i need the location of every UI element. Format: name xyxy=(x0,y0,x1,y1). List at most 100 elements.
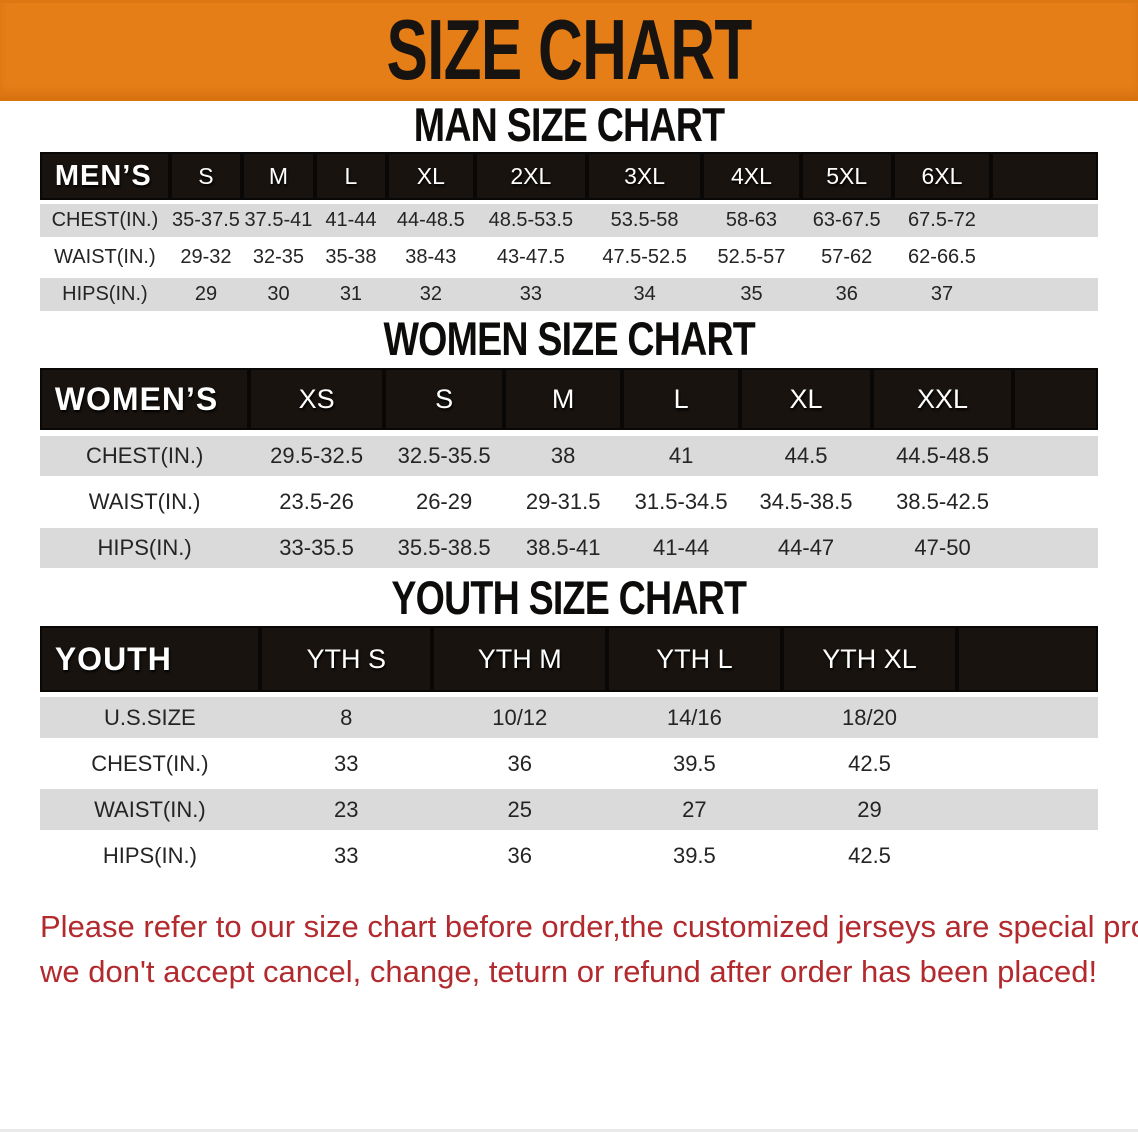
youth-header-row: YOUTH YTH S YTH M YTH L YTH XL xyxy=(39,626,1099,692)
table-row: WAIST(IN.) 23 25 27 29 xyxy=(39,789,1099,830)
size-column-header: YTH L xyxy=(607,626,782,692)
table-row: WAIST(IN.) 23.5-26 26-29 29-31.5 31.5-34… xyxy=(39,482,1099,522)
size-value-cell: 48.5-53.5 xyxy=(488,209,574,231)
size-value-cell: 42.5 xyxy=(848,750,891,776)
size-value-cell: 33-35.5 xyxy=(279,535,354,560)
row-spacer xyxy=(957,835,1098,876)
size-value-cell: 23 xyxy=(333,796,359,822)
size-column-header: 6XL xyxy=(893,152,991,200)
size-value-cell: 32-35 xyxy=(252,246,305,268)
size-value-cell: 27 xyxy=(682,796,707,822)
row-label: CHEST(IN.) xyxy=(91,750,209,776)
size-column-header: XL xyxy=(387,152,475,200)
size-value-cell: 36 xyxy=(835,283,858,305)
banner-title-text: SIZE CHART xyxy=(386,2,753,98)
row-label: CHEST(IN.) xyxy=(85,443,204,468)
size-value-cell: 29 xyxy=(857,796,882,822)
table-row: CHEST(IN.) 35-37.5 37.5-41 41-44 44-48.5… xyxy=(39,204,1099,237)
header-spacer xyxy=(957,626,1098,692)
youth-size-chart-section: YOUTH SIZE CHART YOUTH YTH S YTH M YTH L… xyxy=(0,574,1138,881)
size-value-cell: 32.5-35.5 xyxy=(397,443,491,468)
size-value-cell: 41-44 xyxy=(325,209,377,231)
size-value-cell: 35.5-38.5 xyxy=(397,535,491,560)
table-row: HIPS(IN.) 29 30 31 32 33 34 35 36 37 xyxy=(39,278,1099,311)
size-value-cell: 36 xyxy=(507,750,532,776)
size-value-cell: 34.5-38.5 xyxy=(759,489,853,514)
banner-title: SIZE CHART xyxy=(319,8,819,93)
size-column-header: S xyxy=(170,152,242,200)
size-value-cell: 62-66.5 xyxy=(908,246,976,268)
table-row: WAIST(IN.) 29-32 32-35 35-38 38-43 43-47… xyxy=(39,241,1099,274)
youth-table-corner-label: YOUTH xyxy=(40,626,260,692)
size-value-cell: 25 xyxy=(507,796,532,822)
size-column-header: YTH S xyxy=(260,626,433,692)
women-section-heading-text: WOMEN SIZE CHART xyxy=(383,312,755,365)
men-section-heading-text: MAN SIZE CHART xyxy=(413,98,725,151)
table-row: HIPS(IN.) 33-35.5 35.5-38.5 38.5-41 41-4… xyxy=(39,528,1099,568)
row-label: WAIST(IN.) xyxy=(54,246,156,268)
size-column-header: XS xyxy=(249,368,383,430)
size-column-header: S xyxy=(384,368,505,430)
size-value-cell: 18/20 xyxy=(841,704,898,730)
size-column-header: 3XL xyxy=(587,152,702,200)
men-size-table: MEN’S S M L XL 2XL 3XL 4XL 5XL 6XL CHEST… xyxy=(39,148,1099,315)
row-spacer xyxy=(957,789,1098,830)
size-column-header: XL xyxy=(740,368,871,430)
row-label: HIPS(IN.) xyxy=(62,283,148,305)
size-value-cell: 43-47.5 xyxy=(496,246,565,268)
row-label: WAIST(IN.) xyxy=(94,796,206,822)
size-value-cell: 53.5-58 xyxy=(610,209,679,231)
women-header-row: WOMEN’S XS S M L XL XXL xyxy=(39,368,1099,430)
size-value-cell: 33 xyxy=(519,283,542,305)
size-value-cell: 29-32 xyxy=(180,246,232,268)
size-value-cell: 23.5-26 xyxy=(279,489,354,514)
size-column-header: YTH M xyxy=(432,626,607,692)
row-spacer xyxy=(1013,528,1098,568)
row-spacer xyxy=(1013,482,1098,522)
size-value-cell: 35-38 xyxy=(325,246,377,268)
header-spacer xyxy=(991,152,1098,200)
size-chart-banner: SIZE CHART xyxy=(0,0,1138,101)
size-value-cell: 47.5-52.5 xyxy=(602,246,687,268)
row-spacer xyxy=(957,697,1098,738)
men-size-chart-section: MAN SIZE CHART MEN’S S M L XL 2XL 3XL 4X… xyxy=(0,101,1138,315)
row-spacer xyxy=(991,241,1098,274)
size-value-cell: 14/16 xyxy=(666,704,722,730)
size-column-header: 5XL xyxy=(801,152,893,200)
size-value-cell: 38-43 xyxy=(405,246,457,268)
page-bottom-edge xyxy=(0,1129,1138,1132)
size-value-cell: 42.5 xyxy=(848,842,891,868)
women-section-heading: WOMEN SIZE CHART xyxy=(0,315,1138,362)
size-value-cell: 34 xyxy=(633,283,656,305)
row-spacer xyxy=(991,278,1098,311)
size-value-cell: 26-29 xyxy=(415,489,473,514)
size-value-cell: 38 xyxy=(550,443,576,468)
disclaimer: Please refer to our size chart before or… xyxy=(40,905,1138,995)
youth-size-table: YOUTH YTH S YTH M YTH L YTH XL U.S.SIZE … xyxy=(39,621,1099,881)
size-value-cell: 39.5 xyxy=(672,750,716,776)
size-value-cell: 33 xyxy=(333,750,359,776)
size-value-cell: 52.5-57 xyxy=(717,246,786,268)
size-value-cell: 67.5-72 xyxy=(908,209,976,231)
size-column-header: L xyxy=(315,152,387,200)
size-value-cell: 8 xyxy=(340,704,353,730)
row-label: U.S.SIZE xyxy=(104,704,196,730)
men-table-corner-label: MEN’S xyxy=(40,152,170,200)
size-value-cell: 29 xyxy=(194,283,218,305)
size-value-cell: 36 xyxy=(507,842,532,868)
size-column-header: 4XL xyxy=(702,152,800,200)
disclaimer-line-1: Please refer to our size chart before or… xyxy=(40,909,1138,944)
table-row: U.S.SIZE 8 10/12 14/16 18/20 xyxy=(39,697,1099,738)
row-spacer xyxy=(991,204,1098,237)
women-size-table: WOMEN’S XS S M L XL XXL CHEST(IN.) 29.5-… xyxy=(39,362,1099,574)
size-value-cell: 47-50 xyxy=(914,535,971,560)
size-value-cell: 29-31.5 xyxy=(525,489,601,514)
row-spacer xyxy=(1013,436,1098,476)
size-value-cell: 31 xyxy=(339,283,363,305)
women-size-chart-section: WOMEN SIZE CHART WOMEN’S XS S M L XL XXL xyxy=(0,315,1138,574)
size-column-header: 2XL xyxy=(475,152,587,200)
size-value-cell: 37 xyxy=(930,283,954,305)
men-header-row: MEN’S S M L XL 2XL 3XL 4XL 5XL 6XL xyxy=(39,152,1099,200)
row-label: HIPS(IN.) xyxy=(97,535,192,560)
